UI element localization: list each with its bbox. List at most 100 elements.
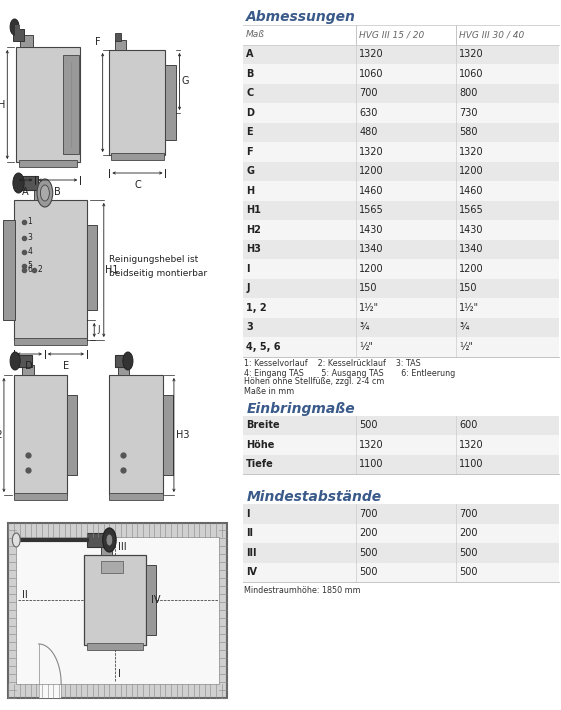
Text: 200: 200 bbox=[359, 528, 378, 538]
Bar bbox=[111, 153, 164, 160]
Bar bbox=[14, 338, 87, 345]
Bar bbox=[243, 454, 559, 474]
Text: Reinigungshebel ist: Reinigungshebel ist bbox=[109, 256, 199, 265]
Bar bbox=[243, 504, 559, 523]
Bar bbox=[243, 278, 559, 298]
Text: 800: 800 bbox=[459, 88, 477, 98]
Text: II: II bbox=[22, 590, 27, 600]
Text: A: A bbox=[246, 49, 254, 59]
Bar bbox=[243, 415, 559, 435]
Text: 1100: 1100 bbox=[459, 459, 484, 469]
Circle shape bbox=[12, 533, 20, 547]
Text: H: H bbox=[0, 99, 6, 109]
Bar bbox=[243, 562, 559, 582]
Bar bbox=[109, 375, 163, 495]
Bar bbox=[243, 45, 559, 64]
Text: C: C bbox=[246, 88, 254, 98]
Bar bbox=[14, 375, 67, 495]
Text: Mindestabstände: Mindestabstände bbox=[246, 490, 381, 504]
Circle shape bbox=[103, 528, 116, 552]
Text: 1: 1 bbox=[27, 217, 32, 226]
Bar bbox=[84, 555, 146, 645]
Text: Höhen ohne Stellfüße, zzgl. 2-4 cm: Höhen ohne Stellfüße, zzgl. 2-4 cm bbox=[244, 378, 385, 386]
Bar bbox=[87, 643, 143, 650]
Text: 1460: 1460 bbox=[459, 186, 484, 196]
Bar bbox=[13, 29, 24, 41]
Bar bbox=[243, 239, 559, 259]
Text: Höhe: Höhe bbox=[246, 439, 274, 449]
Text: 4: 4 bbox=[27, 248, 33, 256]
Text: IV: IV bbox=[151, 595, 161, 605]
Text: 500: 500 bbox=[359, 567, 378, 577]
Text: III: III bbox=[246, 547, 257, 558]
Text: B: B bbox=[54, 187, 61, 197]
Bar bbox=[115, 33, 121, 41]
Text: 2: 2 bbox=[37, 266, 42, 275]
Text: 1340: 1340 bbox=[459, 244, 484, 254]
Text: 1320: 1320 bbox=[359, 49, 384, 59]
Text: H2: H2 bbox=[246, 225, 261, 235]
Text: 600: 600 bbox=[459, 420, 477, 430]
Bar bbox=[20, 35, 33, 47]
Bar bbox=[243, 142, 559, 161]
Bar bbox=[15, 25, 20, 39]
Bar bbox=[115, 40, 126, 50]
Text: beidseitig montierbar: beidseitig montierbar bbox=[109, 270, 208, 278]
Text: 200: 200 bbox=[459, 528, 477, 538]
Text: 4, 5, 6: 4, 5, 6 bbox=[246, 342, 280, 351]
Text: F: F bbox=[246, 147, 253, 157]
Text: IV: IV bbox=[246, 567, 257, 577]
Circle shape bbox=[10, 19, 19, 35]
Text: 500: 500 bbox=[459, 567, 477, 577]
Bar bbox=[165, 65, 176, 140]
Text: Abmessungen: Abmessungen bbox=[246, 10, 356, 24]
Text: 1320: 1320 bbox=[359, 439, 384, 449]
Text: 1½": 1½" bbox=[359, 302, 379, 312]
Bar bbox=[101, 543, 112, 555]
Bar bbox=[243, 103, 559, 123]
Text: 1, 2: 1, 2 bbox=[246, 302, 267, 312]
Text: Maße in mm: Maße in mm bbox=[244, 386, 295, 395]
Bar bbox=[109, 493, 163, 500]
Text: Tiefe: Tiefe bbox=[246, 459, 274, 469]
Text: 1565: 1565 bbox=[359, 205, 384, 215]
Text: III: III bbox=[118, 542, 126, 552]
Text: 1100: 1100 bbox=[359, 459, 384, 469]
Bar bbox=[243, 161, 559, 181]
Text: 3: 3 bbox=[246, 322, 253, 332]
Text: 1340: 1340 bbox=[359, 244, 384, 254]
Bar bbox=[243, 523, 559, 543]
Text: ¾: ¾ bbox=[459, 322, 468, 332]
Text: 4: Eingang TAS       5: Ausgang TAS       6: Entleerung: 4: Eingang TAS 5: Ausgang TAS 6: Entleer… bbox=[244, 368, 456, 378]
Text: ½": ½" bbox=[459, 342, 473, 351]
Text: HVG III 15 / 20: HVG III 15 / 20 bbox=[359, 31, 424, 39]
Bar bbox=[146, 565, 156, 635]
Text: D: D bbox=[25, 361, 33, 371]
Text: ¾: ¾ bbox=[359, 322, 369, 332]
Text: 500: 500 bbox=[359, 547, 378, 558]
Text: G: G bbox=[181, 77, 188, 87]
Text: 1320: 1320 bbox=[459, 147, 484, 157]
Text: 580: 580 bbox=[459, 127, 477, 137]
Text: I: I bbox=[118, 669, 121, 679]
Text: 1460: 1460 bbox=[359, 186, 384, 196]
Circle shape bbox=[123, 352, 133, 370]
Text: H3: H3 bbox=[176, 430, 189, 440]
Text: B: B bbox=[246, 69, 254, 79]
Bar bbox=[19, 176, 38, 190]
Bar bbox=[19, 160, 77, 167]
Text: 1200: 1200 bbox=[359, 263, 384, 274]
Circle shape bbox=[13, 173, 24, 193]
Text: H: H bbox=[246, 186, 254, 196]
Text: I: I bbox=[246, 263, 250, 274]
Bar bbox=[3, 220, 15, 320]
Text: J: J bbox=[97, 325, 99, 334]
Bar bbox=[163, 395, 173, 475]
Text: ½": ½" bbox=[359, 342, 373, 351]
Text: HVG III 30 / 40: HVG III 30 / 40 bbox=[459, 31, 525, 39]
Bar bbox=[243, 200, 559, 220]
Bar bbox=[243, 317, 559, 337]
Text: H1: H1 bbox=[246, 205, 261, 215]
Text: 1430: 1430 bbox=[359, 225, 384, 235]
Text: 150: 150 bbox=[359, 283, 378, 293]
